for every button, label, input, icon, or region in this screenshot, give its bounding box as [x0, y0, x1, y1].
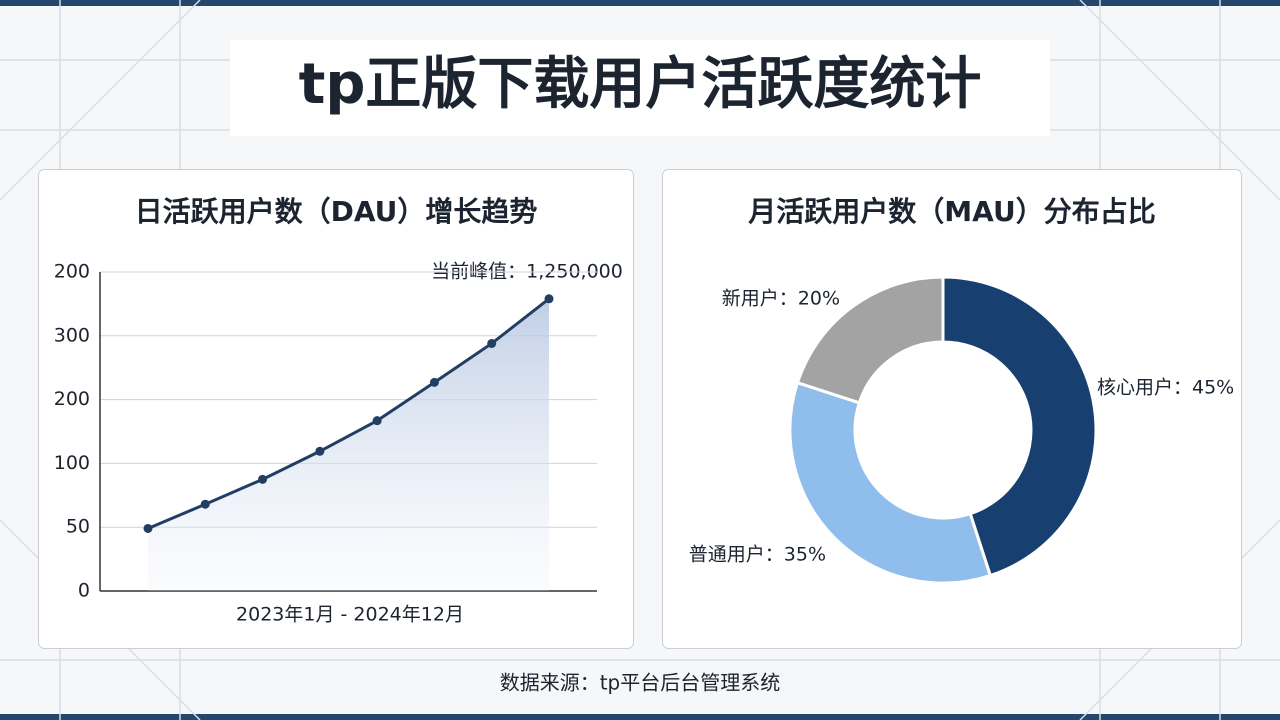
y-tick-label: 100: [54, 452, 90, 474]
x-axis-label: 2023年1月 - 2024年12月: [236, 604, 464, 626]
y-tick-label: 300: [54, 324, 90, 346]
y-tick-label: 0: [78, 580, 90, 602]
y-tick-label: 200: [54, 388, 90, 410]
point: [429, 377, 439, 387]
chart-title: 月活跃用户数（MAU）分布占比: [747, 195, 1155, 228]
slice-label: 核心用户：45%: [1097, 377, 1234, 399]
point: [315, 446, 325, 456]
point: [143, 523, 153, 533]
footer: 数据来源：tp平台后台管理系统: [500, 671, 781, 695]
slice-label: 普通用户：35%: [689, 544, 826, 566]
y-tick-label: 50: [66, 516, 90, 538]
area: [148, 298, 549, 591]
panel: [662, 169, 1242, 649]
point: [372, 416, 382, 426]
point: [544, 294, 554, 304]
point: [258, 474, 268, 484]
slice-label: 新用户：20%: [722, 288, 840, 310]
chart-title: 日活跃用户数（DAU）增长趋势: [135, 195, 538, 228]
y-tick-label: 200: [54, 261, 90, 283]
page-title: tp正版下载用户活跃度统计: [299, 52, 982, 117]
line: [147, 297, 550, 530]
point: [487, 338, 497, 348]
slice: [941, 275, 1098, 578]
slice: [788, 380, 993, 585]
slice: [795, 275, 945, 405]
point: [200, 499, 210, 509]
